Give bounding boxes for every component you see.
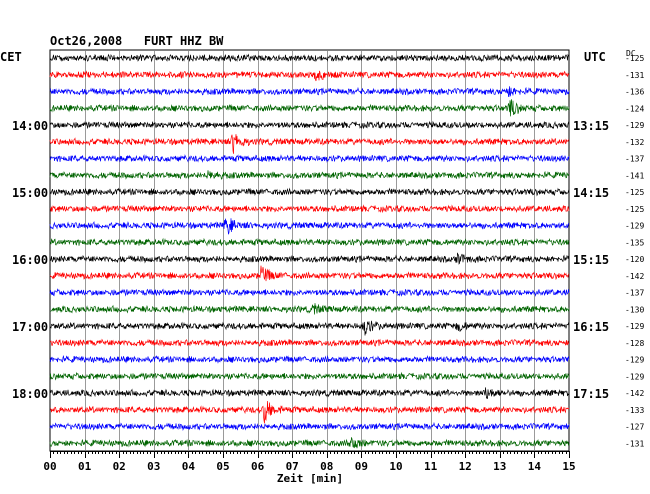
dc-offset-label: -124 — [625, 104, 644, 113]
plot-frame — [49, 49, 570, 452]
trace-line — [49, 187, 570, 197]
trace-line — [49, 400, 570, 424]
right-hour-labels: 13:15 14:15 15:15 16:15 17:15 — [573, 119, 609, 401]
x-tick-label: 12 — [459, 460, 472, 473]
left-hour-label: 16:00 — [12, 253, 48, 267]
trace-line — [49, 53, 570, 63]
x-tick-label: 00 — [43, 460, 56, 473]
trace-line — [49, 252, 570, 265]
left-hour-label: 17:00 — [12, 320, 48, 334]
dc-offset-label: -129 — [625, 372, 644, 381]
trace-line — [49, 355, 570, 364]
grid — [49, 49, 570, 452]
right-hour-label: 16:15 — [573, 320, 609, 334]
dc-offset-label: -131 — [625, 439, 644, 448]
left-axis-label: CET — [0, 50, 22, 64]
x-axis-label: Zeit [min] — [277, 472, 343, 485]
dc-offset-label: -120 — [625, 255, 644, 264]
right-axis-label: UTC — [584, 50, 606, 64]
dc-offset-label: -129 — [625, 356, 644, 365]
x-tick-label: 04 — [182, 460, 196, 473]
x-tick-label: 07 — [286, 460, 299, 473]
right-hour-label: 13:15 — [573, 119, 609, 133]
dc-offset-label: -136 — [625, 88, 644, 97]
x-tick-label: 14 — [528, 460, 542, 473]
dc-offset-label: -133 — [625, 406, 644, 415]
trace-line — [49, 154, 570, 163]
dc-offset-label: -129 — [625, 222, 644, 231]
right-hour-label: 15:15 — [573, 253, 609, 267]
seismic-traces — [49, 53, 570, 449]
x-tick-label: 02 — [113, 460, 126, 473]
dc-label: DC — [626, 49, 636, 58]
dc-offset-label: -127 — [625, 423, 644, 432]
trace-line — [49, 120, 570, 130]
trace-line — [49, 134, 570, 154]
trace-line — [49, 371, 570, 381]
dc-offset-label: -137 — [625, 289, 644, 298]
trace-line — [49, 320, 570, 336]
dc-offset-label: -137 — [625, 155, 644, 164]
x-tick-label: 06 — [251, 460, 265, 473]
trace-line — [49, 338, 570, 348]
x-tick-label: 15 — [562, 460, 575, 473]
dc-offset-label: -125 — [625, 205, 644, 214]
chart-title: Oct26,2008 FURT HHZ BW — [50, 34, 224, 48]
dc-offset-label: -141 — [625, 171, 644, 180]
dc-offset-label: -125 — [625, 188, 644, 197]
trace-line — [49, 237, 570, 247]
x-tick-label: 01 — [78, 460, 92, 473]
trace-line — [49, 170, 570, 180]
x-tick-label: 05 — [216, 460, 229, 473]
trace-line — [49, 218, 570, 235]
dc-offset-label: -142 — [625, 389, 644, 398]
trace-line — [49, 387, 570, 400]
dc-offset-label: -142 — [625, 272, 644, 281]
trace-line — [49, 437, 570, 449]
dc-offset-label: -131 — [625, 71, 644, 80]
x-tick-label: 03 — [147, 460, 160, 473]
dc-offset-label: -128 — [625, 339, 644, 348]
dc-offset-labels: -125 -131 -136 -124 -129 -132 -137 -141 -125 -125… — [625, 54, 644, 448]
x-tick-label: 11 — [424, 460, 438, 473]
right-hour-label: 14:15 — [573, 186, 609, 200]
trace-line — [49, 288, 570, 297]
dc-offset-label: -130 — [625, 305, 644, 314]
x-tick-label: 13 — [493, 460, 506, 473]
left-hour-labels: 14:00 15:00 16:00 17:00 18:00 — [12, 119, 48, 401]
x-axis — [50, 451, 570, 458]
left-hour-label: 18:00 — [12, 387, 48, 401]
trace-line — [49, 70, 570, 82]
x-tick-labels: 00 01 02 03 04 05 06 07 08 09 10 11 12 13 14 15 — [43, 460, 575, 473]
trace-line — [49, 303, 570, 315]
right-hour-label: 17:15 — [573, 387, 609, 401]
trace-line — [49, 265, 570, 282]
trace-line — [49, 204, 570, 214]
x-tick-label: 09 — [355, 460, 368, 473]
trace-line — [49, 421, 570, 431]
dc-offset-label: -132 — [625, 138, 644, 147]
trace-line — [49, 86, 570, 97]
dc-offset-label: -135 — [625, 238, 644, 247]
x-tick-label: 10 — [389, 460, 402, 473]
dc-offset-label: -129 — [625, 322, 644, 331]
dc-offset-label: -125 — [625, 54, 644, 63]
trace-line — [49, 99, 570, 117]
left-hour-label: 15:00 — [12, 186, 48, 200]
left-hour-label: 14:00 — [12, 119, 48, 133]
dc-offset-label: -129 — [625, 121, 644, 130]
x-tick-label: 08 — [320, 460, 333, 473]
